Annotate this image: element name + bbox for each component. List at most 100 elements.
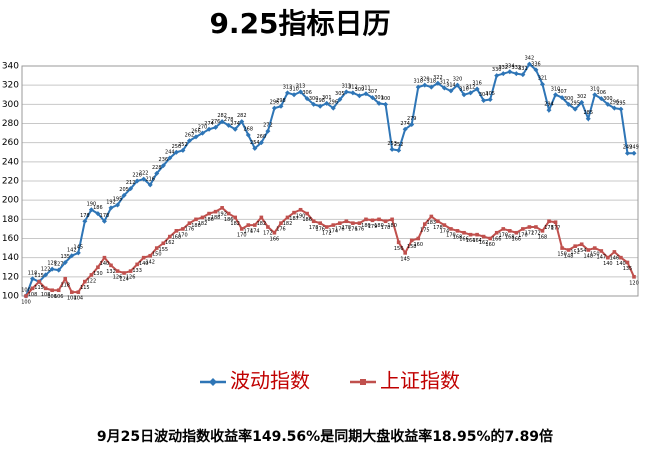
value-label: 318 [427,79,437,85]
value-label: 180 [387,223,397,229]
value-label: 168 [505,234,515,240]
point [43,272,49,278]
point [161,241,166,246]
point [566,248,571,252]
point [579,99,585,105]
value-label: 304 [479,92,489,98]
point [364,217,368,222]
point [573,244,577,248]
legend-label: 波动指数 [230,369,310,393]
value-label: 296 [610,100,620,106]
point [618,106,624,112]
value-label: 262 [185,132,195,138]
value-label: 296 [270,100,280,106]
point [245,132,251,138]
value-label: 172 [525,231,535,237]
value-label: 176 [276,227,286,233]
point [461,92,467,98]
value-label: 220 [132,173,142,179]
point [585,116,591,122]
value-label: 118 [28,270,38,276]
value-label: 176 [315,227,325,233]
point [572,106,578,112]
value-label: 100 [21,288,31,294]
value-label: 268 [244,127,254,133]
point [266,225,270,229]
point [409,238,414,243]
point [109,263,113,268]
value-label: 147 [597,254,607,260]
point [154,170,160,176]
point [265,128,271,134]
point [24,294,28,298]
value-label: 115 [34,285,44,291]
point [442,223,447,227]
value-label: 120 [629,280,639,286]
value-label: 115 [34,273,44,279]
value-label: 164 [466,238,476,244]
point [474,86,480,92]
value-label: 186 [93,205,103,211]
point [252,145,258,151]
value-label: 331 [518,66,528,72]
value-label: 179 [368,224,378,230]
point [396,240,401,245]
value-label: 142 [67,247,77,253]
point [350,90,356,96]
point [612,250,617,254]
value-label: 104 [67,296,77,302]
point [154,246,159,250]
value-label: 190 [87,201,97,207]
value-label: 148 [564,254,574,260]
point [258,140,264,146]
point [592,92,598,98]
point [566,101,572,107]
value-label: 160 [485,242,495,248]
point [180,147,186,153]
value-label: 166 [270,236,280,242]
point [207,211,211,216]
value-label: 279 [407,116,417,122]
value-label: 307 [368,89,378,95]
point [539,81,545,87]
point [370,218,375,223]
point [49,266,55,272]
point [338,221,342,225]
value-label: 172 [531,231,541,237]
point [632,275,636,279]
point [311,219,316,224]
value-label: 274 [400,121,410,127]
value-label: 126 [126,275,136,281]
series-line [25,62,634,297]
point [507,69,513,75]
value-label: 300 [381,96,391,102]
value-label: 142 [145,259,155,265]
point [462,230,466,235]
point [514,230,519,235]
value-label: 212 [126,180,136,186]
value-label: 312 [466,84,476,90]
value-label: 130 [93,271,103,277]
point [279,221,283,225]
value-label: 252 [394,142,404,148]
value-label: 192 [217,211,227,217]
point [534,225,538,229]
value-label: 168 [538,234,548,240]
point [455,229,460,233]
value-label: 310 [289,86,299,92]
value-label: 175 [420,228,430,234]
value-label: 108 [41,292,51,298]
value-label: 282 [237,113,247,119]
value-label: 182 [257,221,267,227]
point [546,107,552,113]
value-label: 124 [119,277,129,283]
value-label: 158 [407,244,417,250]
point [82,218,88,224]
value-label: 178 [80,213,90,219]
point [271,105,277,111]
value-label: 155 [159,247,169,253]
y-tick-label: 200 [2,196,19,206]
value-label: 276 [211,119,221,125]
value-label: 177 [551,226,561,232]
point [141,176,147,182]
